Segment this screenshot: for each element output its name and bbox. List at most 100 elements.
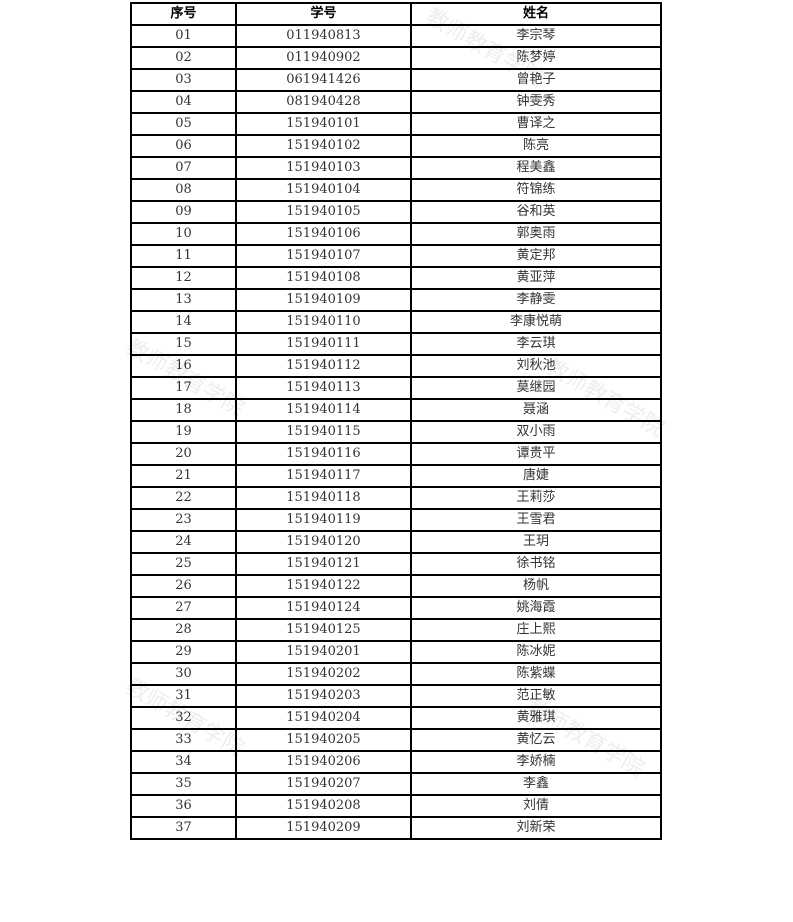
- header-index: 序号: [130, 2, 237, 26]
- cell-name: 黄忆云: [410, 728, 662, 752]
- table-row: 03 061941426 曾艳子: [130, 68, 662, 92]
- cell-index: 22: [130, 486, 237, 510]
- cell-name: 符锦练: [410, 178, 662, 202]
- cell-student-id: 151940209: [235, 816, 412, 840]
- cell-student-id: 151940204: [235, 706, 412, 730]
- table-row: 31 151940203 范正敏: [130, 684, 662, 708]
- cell-name: 陈紫蝶: [410, 662, 662, 686]
- cell-name: 王玥: [410, 530, 662, 554]
- cell-index: 08: [130, 178, 237, 202]
- cell-index: 21: [130, 464, 237, 488]
- cell-name: 曹译之: [410, 112, 662, 136]
- cell-student-id: 151940208: [235, 794, 412, 818]
- cell-name: 陈冰妮: [410, 640, 662, 664]
- cell-student-id: 151940104: [235, 178, 412, 202]
- table-row: 04 081940428 钟雯秀: [130, 90, 662, 114]
- cell-index: 05: [130, 112, 237, 136]
- cell-index: 11: [130, 244, 237, 268]
- table-row: 10 151940106 郭奥雨: [130, 222, 662, 246]
- cell-student-id: 061941426: [235, 68, 412, 92]
- cell-name: 曾艳子: [410, 68, 662, 92]
- cell-name: 杨帆: [410, 574, 662, 598]
- cell-student-id: 151940111: [235, 332, 412, 356]
- table-row: 08 151940104 符锦练: [130, 178, 662, 202]
- table-row: 22 151940118 王莉莎: [130, 486, 662, 510]
- cell-index: 06: [130, 134, 237, 158]
- cell-student-id: 151940114: [235, 398, 412, 422]
- cell-student-id: 151940125: [235, 618, 412, 642]
- table-row: 18 151940114 聂涵: [130, 398, 662, 422]
- cell-name: 程美鑫: [410, 156, 662, 180]
- cell-student-id: 151940110: [235, 310, 412, 334]
- cell-index: 15: [130, 332, 237, 356]
- table-row: 23 151940119 王雪君: [130, 508, 662, 532]
- cell-student-id: 151940122: [235, 574, 412, 598]
- cell-index: 27: [130, 596, 237, 620]
- cell-student-id: 151940205: [235, 728, 412, 752]
- cell-student-id: 011940813: [235, 24, 412, 48]
- table-row: 27 151940124 姚海霞: [130, 596, 662, 620]
- table-row: 36 151940208 刘倩: [130, 794, 662, 818]
- cell-index: 36: [130, 794, 237, 818]
- cell-index: 31: [130, 684, 237, 708]
- cell-student-id: 151940106: [235, 222, 412, 246]
- cell-student-id: 151940101: [235, 112, 412, 136]
- table-row: 33 151940205 黄忆云: [130, 728, 662, 752]
- cell-index: 37: [130, 816, 237, 840]
- table-row: 02 011940902 陈梦婷: [130, 46, 662, 70]
- cell-student-id: 151940118: [235, 486, 412, 510]
- table-row: 05 151940101 曹译之: [130, 112, 662, 136]
- table-row: 15 151940111 李云琪: [130, 332, 662, 356]
- table-row: 30 151940202 陈紫蝶: [130, 662, 662, 686]
- table-row: 11 151940107 黄定邦: [130, 244, 662, 268]
- cell-name: 徐书铭: [410, 552, 662, 576]
- table-row: 19 151940115 双小雨: [130, 420, 662, 444]
- cell-student-id: 151940116: [235, 442, 412, 466]
- table-row: 37 151940209 刘新荣: [130, 816, 662, 840]
- table-row: 25 151940121 徐书铭: [130, 552, 662, 576]
- cell-student-id: 151940120: [235, 530, 412, 554]
- cell-name: 刘秋池: [410, 354, 662, 378]
- table-row: 26 151940122 杨帆: [130, 574, 662, 598]
- table-row: 21 151940117 唐婕: [130, 464, 662, 488]
- cell-index: 18: [130, 398, 237, 422]
- cell-name: 李娇楠: [410, 750, 662, 774]
- student-list-table: 序号 学号 姓名 01 011940813 李宗琴 02 011940902 陈梦婷 03 0…: [130, 2, 662, 840]
- cell-name: 聂涵: [410, 398, 662, 422]
- cell-index: 30: [130, 662, 237, 686]
- cell-name: 钟雯秀: [410, 90, 662, 114]
- cell-index: 32: [130, 706, 237, 730]
- cell-name: 郭奥雨: [410, 222, 662, 246]
- table-row: 14 151940110 李康悦萌: [130, 310, 662, 334]
- cell-index: 26: [130, 574, 237, 598]
- cell-student-id: 011940902: [235, 46, 412, 70]
- cell-name: 李鑫: [410, 772, 662, 796]
- cell-name: 李宗琴: [410, 24, 662, 48]
- header-row: 序号 学号 姓名: [130, 2, 662, 26]
- cell-student-id: 151940108: [235, 266, 412, 290]
- cell-name: 王雪君: [410, 508, 662, 532]
- cell-name: 刘新荣: [410, 816, 662, 840]
- cell-name: 谭贵平: [410, 442, 662, 466]
- cell-student-id: 081940428: [235, 90, 412, 114]
- cell-name: 王莉莎: [410, 486, 662, 510]
- cell-student-id: 151940119: [235, 508, 412, 532]
- cell-student-id: 151940103: [235, 156, 412, 180]
- cell-index: 14: [130, 310, 237, 334]
- cell-index: 10: [130, 222, 237, 246]
- table-row: 17 151940113 莫继园: [130, 376, 662, 400]
- cell-student-id: 151940207: [235, 772, 412, 796]
- table-row: 32 151940204 黄雅琪: [130, 706, 662, 730]
- cell-index: 03: [130, 68, 237, 92]
- table-row: 35 151940207 李鑫: [130, 772, 662, 796]
- table-row: 28 151940125 庄上熙: [130, 618, 662, 642]
- cell-index: 17: [130, 376, 237, 400]
- cell-student-id: 151940115: [235, 420, 412, 444]
- cell-index: 23: [130, 508, 237, 532]
- cell-index: 29: [130, 640, 237, 664]
- cell-name: 唐婕: [410, 464, 662, 488]
- cell-student-id: 151940124: [235, 596, 412, 620]
- cell-name: 黄雅琪: [410, 706, 662, 730]
- cell-index: 07: [130, 156, 237, 180]
- cell-index: 02: [130, 46, 237, 70]
